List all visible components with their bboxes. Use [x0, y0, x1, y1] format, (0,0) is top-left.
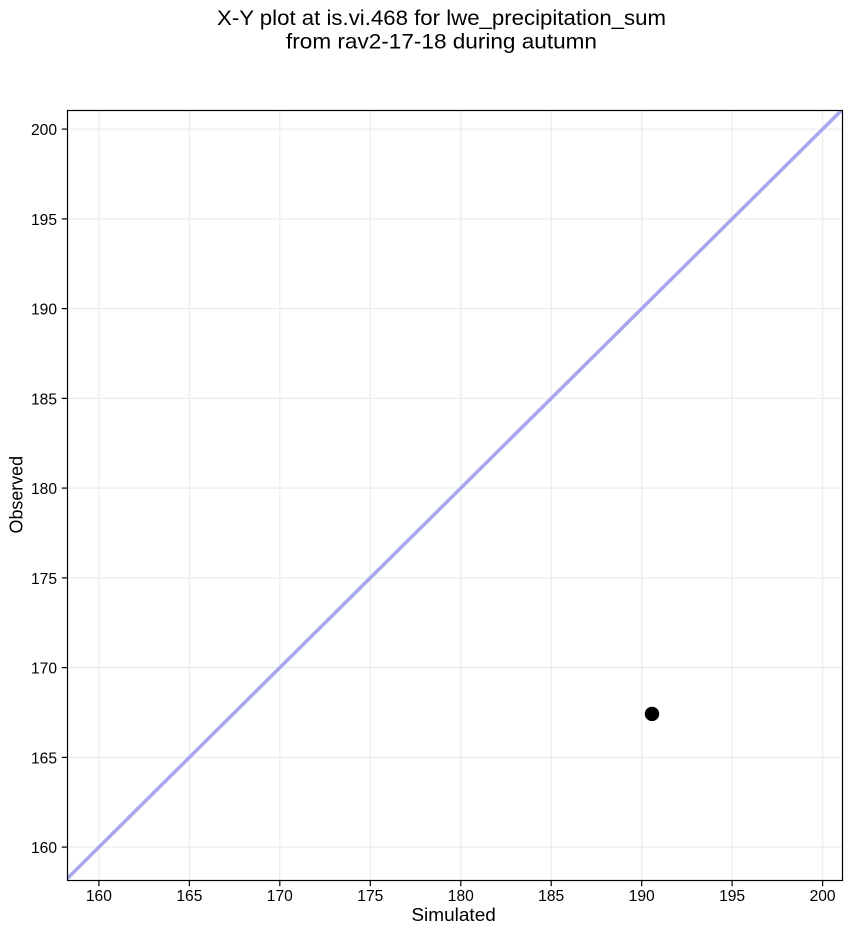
svg-text:165: 165: [31, 750, 57, 767]
svg-text:Simulated: Simulated: [411, 905, 496, 925]
svg-text:200: 200: [810, 888, 836, 905]
svg-text:185: 185: [538, 888, 564, 905]
svg-text:180: 180: [31, 481, 57, 498]
svg-text:160: 160: [31, 840, 57, 857]
svg-text:185: 185: [31, 391, 57, 408]
svg-text:195: 195: [719, 888, 745, 905]
svg-text:from rav2-17-18 during autumn: from rav2-17-18 during autumn: [286, 30, 597, 53]
svg-text:Observed: Observed: [7, 456, 27, 534]
svg-text:X-Y plot at is.vi.468 for lwe_: X-Y plot at is.vi.468 for lwe_precipitat…: [217, 7, 666, 30]
svg-text:170: 170: [31, 661, 57, 678]
svg-text:180: 180: [448, 888, 474, 905]
svg-text:175: 175: [357, 888, 383, 905]
svg-text:165: 165: [176, 888, 202, 905]
svg-text:195: 195: [31, 212, 57, 229]
svg-text:190: 190: [629, 888, 655, 905]
svg-text:175: 175: [31, 571, 57, 588]
svg-text:200: 200: [31, 122, 57, 139]
svg-text:160: 160: [86, 888, 112, 905]
svg-text:190: 190: [31, 302, 57, 319]
svg-text:170: 170: [267, 888, 293, 905]
